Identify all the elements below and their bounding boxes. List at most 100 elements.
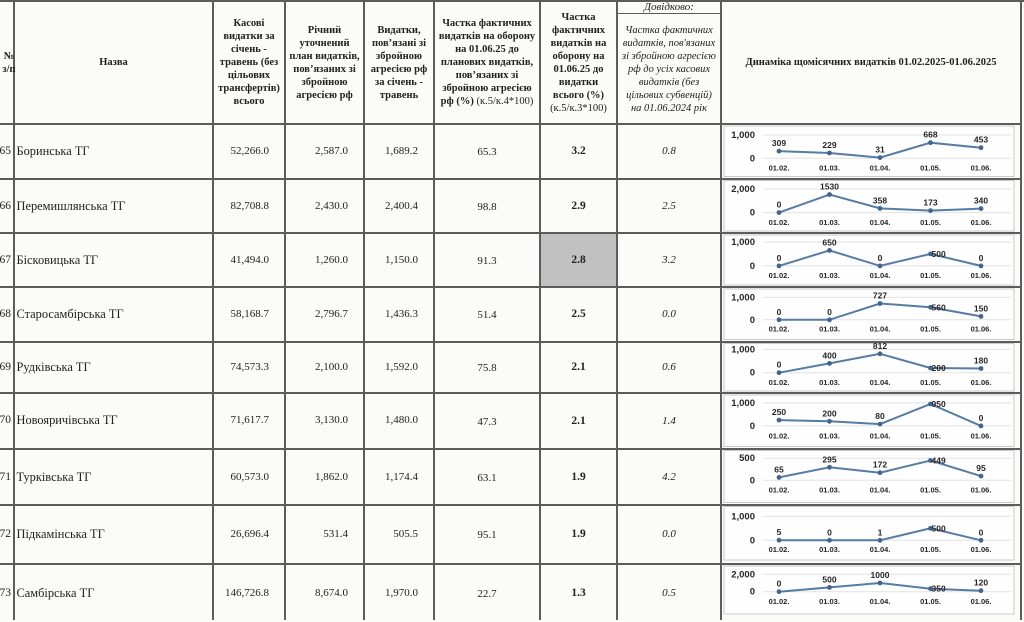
svg-text:01.05.: 01.05. [920,597,941,606]
svg-text:0: 0 [777,200,782,210]
svg-text:01.04.: 01.04. [870,432,891,441]
svg-text:01.02.: 01.02. [769,271,790,280]
svg-text:01.06.: 01.06. [971,271,992,280]
svg-text:95: 95 [976,463,986,473]
svg-text:01.06.: 01.06. [971,486,992,495]
svg-text:173: 173 [923,198,937,208]
svg-text:0: 0 [750,208,755,219]
svg-text:01.03.: 01.03. [819,163,840,172]
svg-text:80: 80 [875,411,885,421]
svg-text:150: 150 [974,303,988,313]
svg-text:2,000: 2,000 [731,569,755,580]
svg-text:120: 120 [974,578,988,588]
svg-text:01.06.: 01.06. [971,378,992,387]
svg-text:5: 5 [777,527,782,537]
svg-text:01.02.: 01.02. [769,325,790,334]
svg-text:0: 0 [750,368,755,379]
svg-text:01.06.: 01.06. [971,163,992,172]
svg-text:1,000: 1,000 [731,344,755,355]
svg-text:1000: 1000 [871,570,890,580]
svg-text:01.03.: 01.03. [819,218,840,227]
svg-text:01.05.: 01.05. [920,218,941,227]
svg-text:01.05.: 01.05. [920,163,941,172]
svg-text:01.03.: 01.03. [819,432,840,441]
svg-text:0: 0 [827,527,832,537]
svg-text:01.02.: 01.02. [769,378,790,387]
svg-text:668: 668 [923,130,937,140]
svg-text:01.02.: 01.02. [769,432,790,441]
svg-text:2,000: 2,000 [731,184,755,195]
svg-text:1530: 1530 [820,182,839,192]
svg-text:0: 0 [878,253,883,263]
svg-text:0: 0 [777,360,782,370]
svg-text:01.04.: 01.04. [870,597,891,606]
svg-text:01.04.: 01.04. [870,271,891,280]
svg-text:0: 0 [979,253,984,263]
svg-text:01.03.: 01.03. [819,325,840,334]
svg-text:0: 0 [750,153,755,164]
svg-text:200: 200 [822,408,836,418]
svg-text:0: 0 [750,475,755,486]
svg-text:1,000: 1,000 [731,130,755,141]
svg-text:01.05.: 01.05. [920,378,941,387]
svg-text:350: 350 [932,584,946,594]
svg-text:01.02.: 01.02. [769,163,790,172]
svg-text:0: 0 [750,315,755,326]
svg-text:400: 400 [822,350,836,360]
svg-text:1,000: 1,000 [731,511,755,522]
svg-text:200: 200 [932,363,946,373]
svg-text:01.04.: 01.04. [870,378,891,387]
svg-text:01.03.: 01.03. [819,271,840,280]
svg-text:650: 650 [822,237,836,247]
svg-text:01.06.: 01.06. [971,325,992,334]
svg-text:01.05.: 01.05. [920,271,941,280]
svg-text:01.04.: 01.04. [870,545,891,554]
svg-text:500: 500 [739,453,755,464]
svg-text:250: 250 [772,407,786,417]
svg-text:500: 500 [932,523,946,533]
svg-text:01.02.: 01.02. [769,218,790,227]
svg-text:950: 950 [932,399,946,409]
svg-text:0: 0 [750,535,755,546]
svg-text:309: 309 [772,138,786,148]
svg-text:0: 0 [750,261,755,272]
svg-text:01.05.: 01.05. [920,486,941,495]
svg-text:0: 0 [750,421,755,432]
svg-text:01.04.: 01.04. [870,486,891,495]
svg-text:172: 172 [873,460,887,470]
svg-text:01.06.: 01.06. [971,218,992,227]
svg-text:31: 31 [875,145,885,155]
svg-text:500: 500 [932,249,946,259]
svg-text:01.03.: 01.03. [819,486,840,495]
svg-text:01.03.: 01.03. [819,545,840,554]
svg-text:01.02.: 01.02. [769,486,790,495]
svg-text:1,000: 1,000 [731,398,755,409]
svg-text:1: 1 [878,527,883,537]
svg-text:0: 0 [979,527,984,537]
svg-text:340: 340 [974,196,988,206]
svg-text:01.06.: 01.06. [971,597,992,606]
svg-text:500: 500 [822,574,836,584]
svg-text:812: 812 [873,341,887,351]
svg-text:0: 0 [777,253,782,263]
svg-text:01.05.: 01.05. [920,432,941,441]
svg-text:01.02.: 01.02. [769,545,790,554]
svg-text:0: 0 [777,307,782,317]
svg-text:65: 65 [774,464,784,474]
svg-text:01.04.: 01.04. [870,218,891,227]
svg-text:0: 0 [979,413,984,423]
svg-text:01.02.: 01.02. [769,597,790,606]
svg-text:0: 0 [777,579,782,589]
svg-text:229: 229 [822,140,836,150]
svg-text:358: 358 [873,195,887,205]
svg-text:01.05.: 01.05. [920,545,941,554]
svg-text:1,000: 1,000 [731,292,755,303]
svg-text:01.04.: 01.04. [870,163,891,172]
svg-text:453: 453 [974,135,988,145]
svg-text:727: 727 [873,291,887,301]
svg-text:01.03.: 01.03. [819,597,840,606]
svg-text:01.04.: 01.04. [870,325,891,334]
svg-text:01.05.: 01.05. [920,325,941,334]
svg-text:180: 180 [974,356,988,366]
svg-text:560: 560 [932,302,946,312]
